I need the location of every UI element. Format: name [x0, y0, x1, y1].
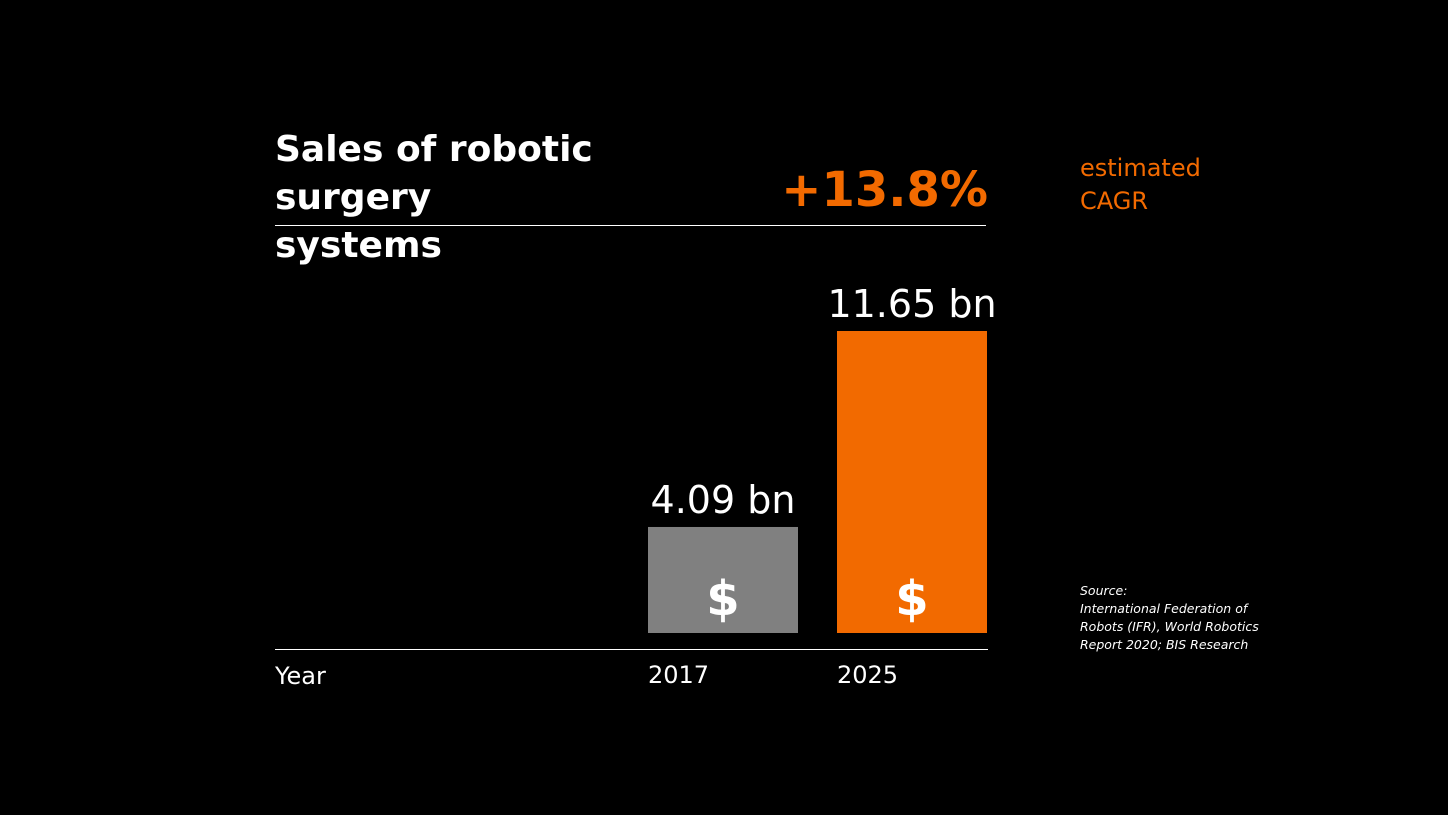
- source-text: International Federation of Robots (IFR)…: [1080, 601, 1259, 652]
- bar: [648, 526, 798, 633]
- cagr-value: +13.8%: [781, 162, 988, 218]
- source-heading: Source:: [1080, 583, 1128, 598]
- chart-title: Sales of robotic surgery systems: [275, 129, 593, 266]
- value-label: 4.09 bn: [651, 478, 796, 522]
- cagr-note: estimated CAGR: [1080, 154, 1201, 215]
- x-tick-label: 2017: [648, 661, 709, 689]
- source: Source: International Federation of Robo…: [1080, 582, 1260, 654]
- x-tick-label: 2025: [837, 661, 898, 689]
- value-label: 11.65 bn: [827, 282, 996, 326]
- x-axis-label: Year: [274, 662, 326, 690]
- bar: [837, 331, 987, 633]
- bar-icon: $: [706, 571, 739, 627]
- bar-icon: $: [895, 571, 928, 627]
